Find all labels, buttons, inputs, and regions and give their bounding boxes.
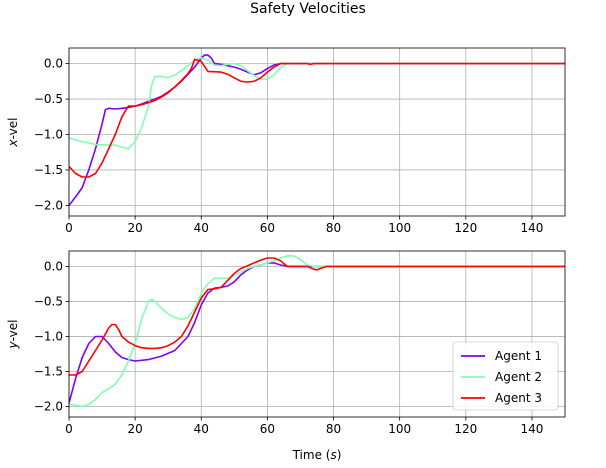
- x-tick-label: 0: [65, 221, 73, 235]
- y-tick-label: −2.0: [34, 399, 63, 413]
- x-tick-label: 60: [260, 422, 275, 436]
- y-vel-panel: 0 20 40 60 80 100 120 140 0.0 −0.5 −1.0 −1.5 −2.0 y-v…: [6, 250, 566, 462]
- x-tick-label: 40: [194, 221, 209, 235]
- figure-title: Safety Velocities: [250, 1, 366, 17]
- legend: Agent 1 Agent 2 Agent 3: [452, 341, 559, 411]
- x-tick-label: 140: [520, 221, 543, 235]
- x-axis-label: Time (s): [292, 448, 342, 462]
- x-vel-panel: 0 20 40 60 80 100 120 140 0.0 −0.5 −1.0 −1.5 −2.0 x-v…: [6, 47, 566, 235]
- y-tick-label: −1.0: [34, 329, 63, 343]
- y-axis-label: x-vel: [6, 118, 20, 148]
- x-tick-label: 80: [326, 422, 341, 436]
- y-tick-label: 0.0: [44, 259, 63, 273]
- y-tick-label: −0.5: [34, 294, 63, 308]
- series-line-agent-3: [69, 257, 565, 376]
- y-tick-label: −1.5: [34, 163, 63, 177]
- y-tick-label: −0.5: [34, 92, 63, 106]
- legend-label-agent-2: Agent 2: [495, 370, 542, 384]
- legend-label-agent-1: Agent 1: [495, 349, 542, 363]
- series-line-agent-1: [69, 54, 565, 206]
- legend-label-agent-3: Agent 3: [495, 391, 542, 405]
- series-line-agent-3: [69, 58, 565, 178]
- y-axis-label: y-vel: [6, 320, 20, 350]
- y-tick-label: −1.5: [34, 364, 63, 378]
- x-tick-label: 20: [127, 221, 142, 235]
- x-tick-label: 100: [388, 221, 411, 235]
- y-tick-label: 0.0: [44, 57, 63, 71]
- series-line-agent-2: [69, 255, 565, 408]
- axes-frame: [68, 47, 566, 217]
- x-tick-label: 60: [260, 221, 275, 235]
- y-tick-label: −2.0: [34, 198, 63, 212]
- x-tick-label: 20: [127, 422, 142, 436]
- x-tick-label: 120: [454, 422, 477, 436]
- x-tick-label: 100: [388, 422, 411, 436]
- axes-frame: [68, 250, 566, 418]
- x-tick-label: 140: [520, 422, 543, 436]
- x-tick-label: 80: [326, 221, 341, 235]
- x-tick-label: 0: [65, 422, 73, 436]
- y-tick-label: −1.0: [34, 127, 63, 141]
- x-tick-label: 120: [454, 221, 477, 235]
- x-tick-label: 40: [194, 422, 209, 436]
- legend-box: [452, 341, 559, 411]
